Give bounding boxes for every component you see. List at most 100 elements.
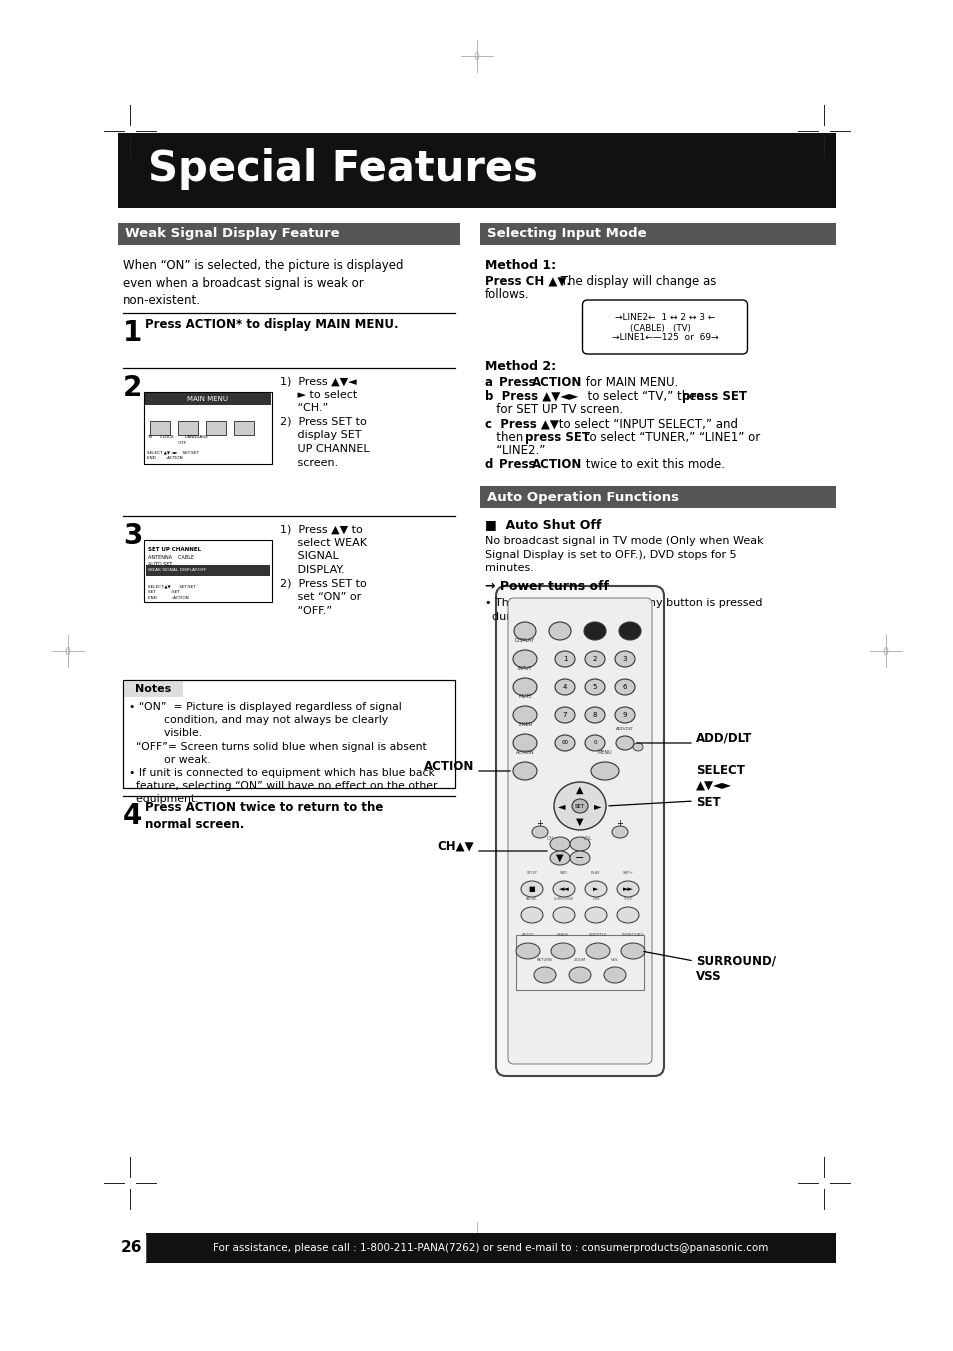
Ellipse shape bbox=[584, 907, 606, 923]
Text: For assistance, please call : 1-800-211-PANA(7262) or send e-mail to : consumerp: For assistance, please call : 1-800-211-… bbox=[213, 1243, 768, 1252]
Text: 4: 4 bbox=[562, 684, 567, 690]
Text: 1)  Press ▲▼◄
     ► to select
     “CH.”
2)  Press SET to
     display SET
    : 1) Press ▲▼◄ ► to select “CH.” 2) Press … bbox=[280, 376, 369, 467]
Text: +: + bbox=[536, 820, 543, 828]
Text: MUTE: MUTE bbox=[517, 694, 532, 698]
Text: WEAK SIGNAL DISPLAY:OFF: WEAK SIGNAL DISPLAY:OFF bbox=[148, 567, 206, 571]
Text: ◄◄: ◄◄ bbox=[558, 886, 569, 892]
Text: No broadcast signal in TV mode (Only when Weak
Signal Display is set to OFF.), D: No broadcast signal in TV mode (Only whe… bbox=[484, 536, 762, 573]
Text: d: d bbox=[484, 458, 501, 471]
Ellipse shape bbox=[513, 707, 537, 724]
Ellipse shape bbox=[516, 943, 539, 959]
Text: 3: 3 bbox=[123, 521, 142, 550]
Ellipse shape bbox=[513, 678, 537, 696]
Ellipse shape bbox=[584, 707, 604, 723]
Ellipse shape bbox=[583, 621, 605, 640]
Text: ■: ■ bbox=[528, 886, 535, 892]
Text: Press: Press bbox=[498, 376, 539, 389]
Text: 1: 1 bbox=[123, 319, 142, 347]
Text: +: + bbox=[616, 820, 622, 828]
Ellipse shape bbox=[551, 943, 575, 959]
Bar bbox=[145, 393, 271, 405]
Text: 9: 9 bbox=[622, 712, 626, 717]
Text: ANTENNA    CABLE: ANTENNA CABLE bbox=[148, 555, 193, 561]
Text: ADD/DLT: ADD/DLT bbox=[696, 731, 752, 744]
Text: IMAGE: IMAGE bbox=[557, 934, 569, 938]
Bar bbox=[118, 1233, 146, 1263]
Text: SKP-: SKP- bbox=[558, 871, 568, 875]
Text: 4: 4 bbox=[123, 802, 142, 830]
Text: DVR: DVR bbox=[592, 897, 599, 901]
Text: ACTION: ACTION bbox=[532, 458, 581, 471]
Text: ►: ► bbox=[594, 801, 601, 811]
Text: 3: 3 bbox=[622, 657, 626, 662]
Bar bbox=[144, 540, 272, 603]
Text: 8: 8 bbox=[592, 712, 597, 717]
Ellipse shape bbox=[615, 651, 635, 667]
Text: → Power turns off: → Power turns off bbox=[484, 580, 608, 593]
Text: When “ON” is selected, the picture is displayed
even when a broadcast signal is : When “ON” is selected, the picture is di… bbox=[123, 259, 403, 307]
Bar bbox=[118, 132, 835, 208]
Text: ►►: ►► bbox=[622, 886, 633, 892]
Text: SURROUND/
VSS: SURROUND/ VSS bbox=[696, 954, 775, 984]
Ellipse shape bbox=[615, 680, 635, 694]
Text: SET            :SET: SET :SET bbox=[148, 590, 180, 594]
Bar bbox=[206, 422, 226, 435]
Ellipse shape bbox=[514, 621, 536, 640]
Text: ▲: ▲ bbox=[576, 785, 583, 794]
Bar bbox=[146, 565, 270, 576]
Text: 00: 00 bbox=[561, 740, 568, 746]
Text: ►: ► bbox=[593, 886, 598, 892]
Text: 1: 1 bbox=[562, 657, 567, 662]
Text: STOP: STOP bbox=[526, 871, 537, 875]
Text: Press ACTION twice to return to the
normal screen.: Press ACTION twice to return to the norm… bbox=[145, 801, 383, 831]
Text: 0: 0 bbox=[593, 740, 597, 746]
Ellipse shape bbox=[553, 881, 575, 897]
Ellipse shape bbox=[617, 907, 639, 923]
Text: INPUT: INPUT bbox=[517, 666, 532, 671]
Ellipse shape bbox=[555, 707, 575, 723]
Ellipse shape bbox=[548, 621, 571, 640]
Text: • This feature is canceled if any button is pressed
  during above conditions.: • This feature is canceled if any button… bbox=[484, 598, 761, 621]
Text: −: − bbox=[575, 852, 584, 863]
Text: TV      CLOCK         LANGUAGE: TV CLOCK LANGUAGE bbox=[147, 435, 208, 439]
FancyBboxPatch shape bbox=[582, 300, 747, 354]
Ellipse shape bbox=[620, 943, 644, 959]
Ellipse shape bbox=[584, 651, 604, 667]
Ellipse shape bbox=[569, 838, 589, 851]
Text: ■  Auto Shut Off: ■ Auto Shut Off bbox=[484, 517, 600, 531]
Text: Press ACTION* to display MAIN MENU.: Press ACTION* to display MAIN MENU. bbox=[145, 317, 398, 331]
Text: PLAY: PLAY bbox=[591, 871, 600, 875]
Text: (CABLE)   (TV): (CABLE) (TV) bbox=[629, 323, 690, 332]
Text: DISPLAY: DISPLAY bbox=[515, 638, 535, 643]
Text: a: a bbox=[484, 376, 500, 389]
Text: RETURN: RETURN bbox=[537, 958, 553, 962]
Ellipse shape bbox=[618, 621, 640, 640]
Bar bbox=[233, 422, 253, 435]
Text: to select “INPUT SELECT,” and: to select “INPUT SELECT,” and bbox=[555, 417, 738, 431]
Text: Special Features: Special Features bbox=[148, 147, 537, 189]
Text: • “ON”  = Picture is displayed regardless of signal
          condition, and may: • “ON” = Picture is displayed regardless… bbox=[129, 703, 437, 804]
Text: PAUSE-: PAUSE- bbox=[525, 897, 537, 901]
Text: follows.: follows. bbox=[484, 288, 529, 301]
Text: ZOOM: ZOOM bbox=[574, 958, 585, 962]
Ellipse shape bbox=[568, 967, 590, 984]
Text: END        :ACTION: END :ACTION bbox=[147, 457, 182, 459]
Text: TIMER: TIMER bbox=[517, 721, 532, 727]
Ellipse shape bbox=[513, 734, 537, 753]
Ellipse shape bbox=[553, 907, 575, 923]
Ellipse shape bbox=[617, 881, 639, 897]
Text: twice to exit this mode.: twice to exit this mode. bbox=[581, 458, 724, 471]
Text: b  Press ▲▼◄►: b Press ▲▼◄► bbox=[484, 390, 578, 403]
Text: SKP+: SKP+ bbox=[621, 871, 633, 875]
Bar bbox=[123, 681, 183, 697]
Text: →LINE1←—125  or  69→: →LINE1←—125 or 69→ bbox=[611, 334, 718, 343]
Text: to select “TV,” then: to select “TV,” then bbox=[579, 390, 707, 403]
Text: c  Press ▲▼: c Press ▲▼ bbox=[484, 417, 558, 431]
Text: MAIN MENU: MAIN MENU bbox=[188, 396, 229, 403]
Text: for SET UP TV screen.: for SET UP TV screen. bbox=[484, 403, 622, 416]
Ellipse shape bbox=[555, 651, 575, 667]
Text: ◄: ◄ bbox=[558, 801, 565, 811]
Text: press SET: press SET bbox=[681, 390, 746, 403]
Text: SELECT:▲▼       SET:SET: SELECT:▲▼ SET:SET bbox=[148, 584, 195, 588]
Bar bbox=[123, 680, 455, 788]
